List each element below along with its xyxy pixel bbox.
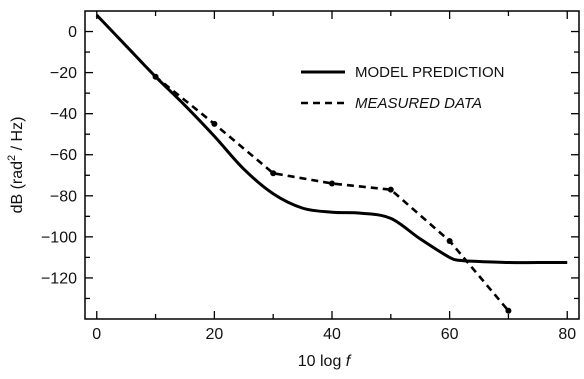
measured-data-point	[152, 73, 159, 80]
plot-frame	[84, 10, 580, 320]
y-tick-label: −80	[50, 188, 77, 205]
y-axis-label-part: / Hz)	[9, 117, 26, 155]
legend: MODEL PREDICTION MEASURED DATA	[301, 64, 504, 112]
measured-data-point	[211, 120, 218, 127]
y-tick-label: −20	[50, 65, 77, 82]
axis-ticks	[85, 11, 579, 319]
legend-label: MEASURED DATA	[355, 95, 482, 112]
measured-data-point	[270, 170, 277, 177]
measured-data-line	[95, 14, 510, 312]
measured-data-point	[329, 180, 335, 187]
measured-data-point	[446, 237, 453, 244]
measured-data-point	[505, 307, 512, 314]
series-layer	[95, 14, 568, 314]
y-tick-label: −60	[50, 147, 77, 164]
x-tick-label: 20	[205, 326, 223, 343]
legend-label: MODEL PREDICTION	[355, 64, 504, 81]
y-tick-label: −100	[41, 229, 77, 246]
model-prediction-line	[95, 14, 568, 265]
x-tick-label: 80	[558, 326, 576, 343]
x-tick-label: 40	[323, 326, 341, 343]
y-tick-label: −40	[50, 106, 77, 123]
x-tick-label: 60	[441, 326, 459, 343]
y-tick-label: −120	[41, 270, 77, 287]
x-axis-label: 10 log f	[298, 353, 352, 370]
y-tick-label: 0	[68, 24, 77, 41]
y-axis-label-part: dB (rad	[9, 161, 26, 213]
y-axis-label: dB (rad2 / Hz)	[6, 117, 26, 214]
tick-labels: 0 20 40 60 80 0 −20 −40 −60 −80 −100 −120	[41, 24, 576, 343]
x-axis-label-variable: f	[346, 353, 352, 370]
x-tick-label: 0	[92, 326, 101, 343]
y-axis-label-superscript: 2	[6, 155, 18, 161]
measured-data-point	[387, 186, 394, 193]
